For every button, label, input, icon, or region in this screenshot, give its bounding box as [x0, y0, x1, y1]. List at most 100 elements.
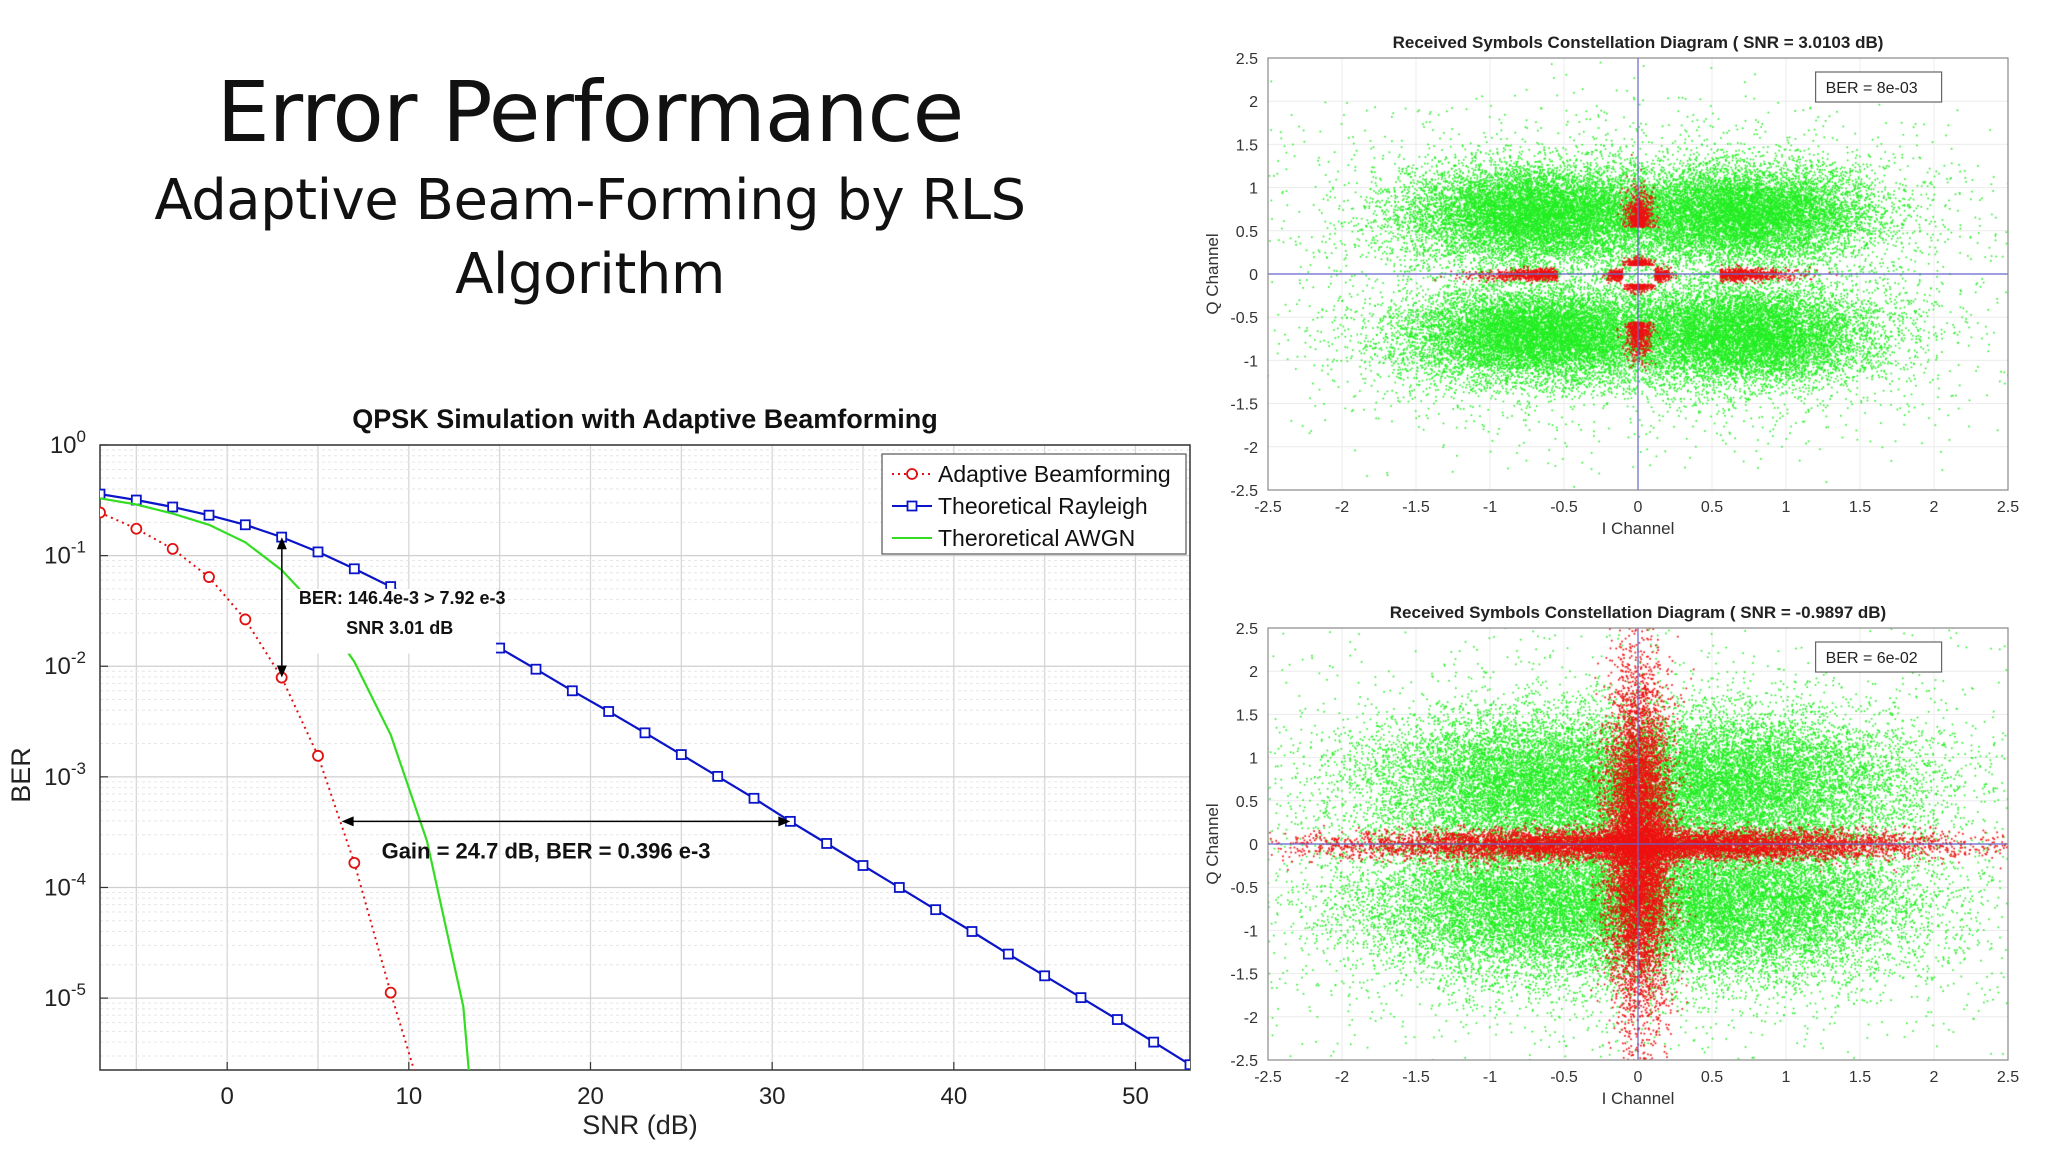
y-tick-label: 10-2: [44, 648, 86, 680]
series-point-square: [893, 882, 905, 893]
x-tick-label: 30: [759, 1083, 786, 1110]
constellation-y-tick-label: 1: [1249, 751, 1258, 768]
ber-arrow-head-down: [276, 665, 287, 678]
constellation-y-tick-label: 1: [1249, 181, 1258, 198]
constellation-title: Received Symbols Constellation Diagram (…: [1393, 33, 1884, 52]
y-tick-label: 10-4: [44, 869, 86, 901]
constellation-frame: [1267, 627, 2009, 1061]
series-point-square: [566, 685, 578, 697]
constellation-y-tick-label: 0.5: [1236, 224, 1258, 241]
constellation-y-tick-label: -2.5: [1230, 1053, 1258, 1070]
series-point-square: [1039, 970, 1051, 982]
constellation-ber-box: [1814, 71, 1943, 103]
ber-axes: 0 10 20 30 40 50 100 10-1 10-2 10-3 10-4 10-5: [44, 427, 1191, 1110]
plot-frame: [99, 444, 1191, 1071]
annotation-mask: [290, 588, 497, 654]
constellation-x-tick-label: -2: [1335, 499, 1349, 516]
series-point-circle: [166, 543, 179, 555]
series-point-square: [494, 642, 506, 654]
gain-arrow-head-left: [341, 816, 354, 827]
x-tick-label: 10: [395, 1083, 422, 1110]
constellation-y-tick-label: 0.5: [1236, 794, 1258, 811]
ber-annotation-line2: SNR 3.01 dB: [346, 618, 453, 638]
constellation-x-tick-label: -2.5: [1254, 499, 1282, 516]
constellation-y-tick-label: 2.5: [1236, 51, 1258, 68]
series-point-square: [603, 706, 615, 717]
series-point-circle: [130, 522, 143, 535]
series-point-circle: [100, 506, 106, 519]
series-point-square: [1111, 1014, 1123, 1025]
constellation-y-tick-label: 2: [1249, 94, 1258, 111]
series-point-square: [966, 926, 978, 937]
series-point-square: [821, 838, 833, 849]
gain-arrow-head-right: [778, 816, 791, 827]
constellation-x-tick-label: 2.5: [1997, 499, 2019, 516]
y-tick-label: 100: [50, 427, 86, 459]
x-tick-label: 40: [940, 1083, 967, 1110]
constellation-y-tick-label: -1.5: [1230, 397, 1258, 414]
slide-subtitle-line1: Adaptive Beam-Forming by RLS: [154, 168, 1026, 233]
ber-chart-title: QPSK Simulation with Adaptive Beamformin…: [352, 404, 938, 434]
constellation-y-tick-label: -0.5: [1230, 310, 1258, 327]
constellation-x-tick-label: 2.5: [1997, 1069, 2019, 1086]
constellation-x-tick-label: -2.5: [1254, 1069, 1282, 1086]
constellation-x-tick-label: 1.5: [1849, 499, 1871, 516]
ber-annotations: BER: 146.4e-3 > 7.92 e-3 SNR 3.01 dB Gain …: [276, 537, 791, 863]
constellation-x-tick-label: 2: [1930, 1069, 1939, 1086]
series-point-square: [1075, 992, 1087, 1004]
constellation-x-tick-label: -1: [1483, 499, 1497, 516]
y-tick-label: 10-1: [44, 538, 86, 570]
constellation-ylabel: Q Channel: [1203, 233, 1222, 314]
constellation-y-tick-label: -0.5: [1230, 880, 1258, 897]
constellation-y-tick-label: 0: [1249, 267, 1258, 284]
series-point-circle: [203, 571, 215, 583]
constellation-frame: [1267, 57, 2009, 491]
series-point-square: [748, 792, 760, 804]
constellation-x-tick-label: 0: [1634, 1069, 1643, 1086]
legend-label: Theroretical AWGN: [938, 525, 1135, 551]
legend-swatch-marker: [906, 500, 918, 512]
series-point-square: [203, 509, 215, 521]
series-point-circle: [384, 986, 397, 999]
ber-ylabel: BER: [6, 747, 36, 803]
slide-title: Error Performance: [216, 63, 965, 161]
series-line-0: [100, 511, 416, 1070]
constellation-bottom: Received Symbols Constellation Diagram (…: [1203, 603, 2019, 1108]
ber-annotation-line1: BER: 146.4e-3 > 7.92 e-3: [299, 588, 506, 608]
series-point-square: [312, 546, 324, 558]
constellation-y-tick-label: -2: [1244, 440, 1258, 457]
series-point-square: [1002, 948, 1014, 960]
legend-label: Adaptive Beamforming: [938, 461, 1171, 487]
constellation-x-tick-label: -0.5: [1550, 499, 1578, 516]
constellation-x-tick-label: 1.5: [1849, 1069, 1871, 1086]
constellation-x-tick-label: -1.5: [1402, 499, 1430, 516]
series-point-circle: [239, 613, 252, 626]
series-point-square: [100, 488, 106, 500]
ber-legend: Adaptive Beamforming Theoretical Rayleigh…: [881, 453, 1187, 555]
constellation-ylabel: Q Channel: [1203, 803, 1222, 884]
constellation-y-tick-label: 2: [1249, 664, 1258, 681]
legend-label: Theoretical Rayleigh: [938, 493, 1148, 519]
constellation-title: Received Symbols Constellation Diagram (…: [1390, 603, 1886, 622]
legend-swatch-marker: [906, 468, 918, 480]
constellation-y-tick-label: -2.5: [1230, 483, 1258, 500]
x-tick-label: 0: [220, 1083, 233, 1110]
series-point-square: [930, 904, 942, 916]
constellation-y-tick-label: 1.5: [1236, 137, 1258, 154]
slide-title-block: Error Performance Adaptive Beam-Forming …: [90, 60, 1090, 312]
constellation-y-tick-label: 0: [1249, 837, 1258, 854]
constellation-xlabel: I Channel: [1602, 1089, 1675, 1108]
ber-chart: QPSK Simulation with Adaptive Beamformin…: [6, 404, 1191, 1140]
constellation-y-tick-label: -1: [1244, 923, 1258, 940]
constellation-x-tick-label: 0.5: [1701, 1069, 1723, 1086]
constellation-x-tick-label: -0.5: [1550, 1069, 1578, 1086]
slide-subtitle-line2: Algorithm: [455, 242, 725, 307]
constellation-y-tick-label: 2.5: [1236, 621, 1258, 638]
constellation-y-tick-label: 1.5: [1236, 707, 1258, 724]
y-tick-label: 10-3: [44, 759, 86, 791]
legend-box: [881, 453, 1187, 555]
series-point-square: [1148, 1036, 1160, 1048]
series-point-square: [675, 749, 687, 760]
series-point-square: [167, 501, 179, 513]
constellation-xlabel: I Channel: [1602, 519, 1675, 538]
